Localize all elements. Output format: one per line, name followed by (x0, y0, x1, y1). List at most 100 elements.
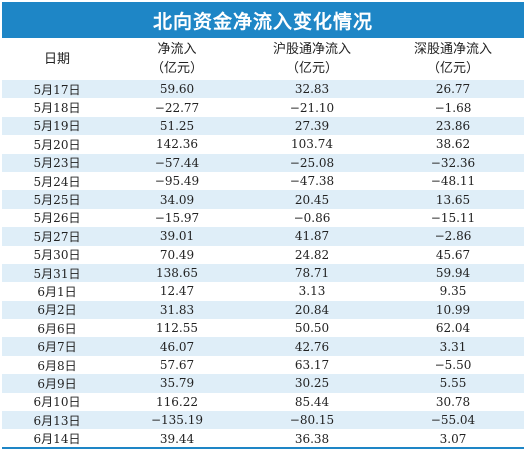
table-row: 6月10日 116.22 85.44 30.78 (2, 392, 524, 412)
table-row: 5月23日 −57.44 −25.08 −32.36 (2, 153, 524, 172)
header-sh-inflow-unit: （亿元） (285, 61, 338, 76)
sz-inflow-cell: 3.31 (439, 339, 467, 354)
net-inflow-cell: 12.47 (159, 284, 195, 299)
date-cell: 5月23日 (33, 156, 81, 171)
date-cell: 6月9日 (37, 376, 77, 391)
date-cell: 6月1日 (37, 284, 77, 299)
table-row: 6月8日 57.67 63.17 −5.50 (2, 355, 524, 375)
sz-inflow-cell: −5.50 (434, 358, 472, 373)
net-inflow-cell: 46.07 (159, 339, 195, 354)
table-row: 6月6日 112.55 50.50 62.04 (2, 319, 524, 338)
sh-inflow-cell: 78.71 (294, 266, 330, 281)
sz-inflow-cell: 13.65 (435, 192, 471, 207)
table-row: 5月26日 −15.97 −0.86 −15.11 (2, 208, 524, 228)
net-inflow-cell: 142.36 (156, 137, 198, 152)
header-sh-inflow: 沪股通净流入 （亿元） (242, 38, 382, 80)
net-inflow-cell: −15.97 (154, 210, 200, 225)
sh-inflow-cell: −0.86 (293, 210, 331, 225)
net-inflow-cell: −22.77 (154, 100, 200, 115)
sz-inflow-cell: 23.86 (435, 118, 471, 133)
header-net-inflow-unit: （亿元） (150, 61, 203, 76)
sh-inflow-cell: −80.15 (289, 413, 335, 428)
net-inflow-cell: 39.44 (159, 431, 195, 446)
table-row: 5月20日 142.36 103.74 38.62 (2, 135, 524, 154)
header-net-inflow-label: 净流入 (157, 42, 197, 57)
net-inflow-cell: −135.19 (150, 413, 204, 428)
header-sz-inflow: 深股通净流入 （亿元） (382, 38, 524, 80)
date-cell: 5月17日 (33, 82, 81, 97)
sh-inflow-cell: 3.13 (298, 284, 326, 299)
net-inflow-cell: 59.60 (159, 82, 195, 97)
date-cell: 6月10日 (33, 395, 81, 410)
net-inflow-cell: 112.55 (156, 321, 198, 336)
date-cell: 5月19日 (33, 119, 81, 134)
sh-inflow-cell: 63.17 (294, 358, 330, 373)
header-date-label: 日期 (43, 51, 70, 67)
net-inflow-cell: 34.09 (159, 192, 195, 207)
sh-inflow-cell: 30.25 (294, 376, 330, 391)
header-net-inflow: 净流入 （亿元） (112, 38, 242, 80)
sz-inflow-cell: −32.36 (430, 155, 476, 170)
sh-inflow-cell: −25.08 (289, 155, 335, 170)
date-cell: 5月18日 (33, 101, 81, 116)
net-inflow-cell: 116.22 (156, 394, 198, 409)
table-title: 北向资金净流入变化情况 (2, 2, 524, 38)
sh-inflow-cell: 20.45 (294, 192, 330, 207)
table-row: 6月14日 39.44 36.38 3.07 (2, 429, 524, 448)
sz-inflow-cell: 26.77 (435, 82, 471, 97)
table-row: 5月18日 −22.77 −21.10 −1.68 (2, 98, 524, 117)
date-cell: 6月7日 (37, 340, 77, 355)
sz-inflow-cell: −48.11 (430, 174, 476, 189)
table-row: 5月17日 59.60 32.83 26.77 (2, 80, 524, 99)
date-cell: 6月8日 (37, 358, 77, 373)
sz-inflow-cell: 5.55 (439, 376, 467, 391)
table-body: 5月17日 59.60 32.83 26.77 5月18日 −22.77 −21.10 −1.… (2, 80, 524, 448)
sh-inflow-cell: 103.74 (291, 137, 333, 152)
table-row: 5月30日 70.49 24.82 45.67 (2, 245, 524, 264)
table-row: 6月9日 35.79 30.25 5.55 (2, 374, 524, 393)
sh-inflow-cell: 27.39 (294, 118, 330, 133)
date-cell: 6月13日 (33, 413, 81, 428)
sh-inflow-cell: 50.50 (294, 321, 330, 336)
header-date: 日期 (2, 38, 112, 80)
sz-inflow-cell: 62.04 (435, 321, 471, 336)
table-bottom-rule (2, 447, 524, 449)
date-cell: 5月20日 (33, 137, 81, 152)
net-inflow-cell: 138.65 (156, 266, 198, 281)
net-inflow-cell: 39.01 (159, 229, 195, 244)
sh-inflow-cell: 20.84 (294, 302, 330, 317)
table-row: 5月31日 138.65 78.71 59.94 (2, 263, 524, 283)
table-row: 6月7日 46.07 42.76 3.31 (2, 337, 524, 356)
sh-inflow-cell: 24.82 (294, 247, 330, 262)
table-row: 5月27日 39.01 41.87 −2.86 (2, 227, 524, 246)
date-cell: 5月31日 (33, 266, 81, 281)
date-cell: 5月24日 (33, 174, 81, 189)
net-inflow-cell: 35.79 (159, 376, 195, 391)
sz-inflow-cell: 3.07 (439, 431, 467, 446)
sh-inflow-cell: −47.38 (289, 174, 335, 189)
date-cell: 6月6日 (37, 321, 77, 336)
header-sz-inflow-label: 深股通净流入 (413, 42, 492, 57)
net-inflow-cell: 31.83 (159, 302, 195, 317)
sz-inflow-cell: −1.68 (434, 100, 472, 115)
sh-inflow-cell: 41.87 (294, 229, 330, 244)
net-inflow-cell: −95.49 (154, 174, 200, 189)
header-sz-inflow-unit: （亿元） (426, 61, 479, 76)
sh-inflow-cell: 32.83 (294, 82, 330, 97)
table-row: 5月19日 51.25 27.39 23.86 (2, 116, 524, 136)
sz-inflow-cell: −2.86 (434, 229, 472, 244)
sz-inflow-cell: 45.67 (435, 247, 471, 262)
sz-inflow-cell: −15.11 (430, 210, 476, 225)
table-row: 6月13日 −135.19 −80.15 −55.04 (2, 411, 524, 430)
net-inflow-cell: −57.44 (154, 155, 200, 170)
sz-inflow-cell: 9.35 (439, 284, 467, 299)
table-row: 5月24日 −95.49 −47.38 −48.11 (2, 171, 524, 191)
sh-inflow-cell: 42.76 (294, 339, 330, 354)
sh-inflow-cell: 36.38 (294, 431, 330, 446)
net-inflow-cell: 51.25 (159, 118, 195, 133)
sz-inflow-cell: 59.94 (435, 266, 471, 281)
sz-inflow-cell: 38.62 (435, 137, 471, 152)
sh-inflow-cell: 85.44 (294, 394, 330, 409)
table-row: 6月2日 31.83 20.84 10.99 (2, 300, 524, 320)
